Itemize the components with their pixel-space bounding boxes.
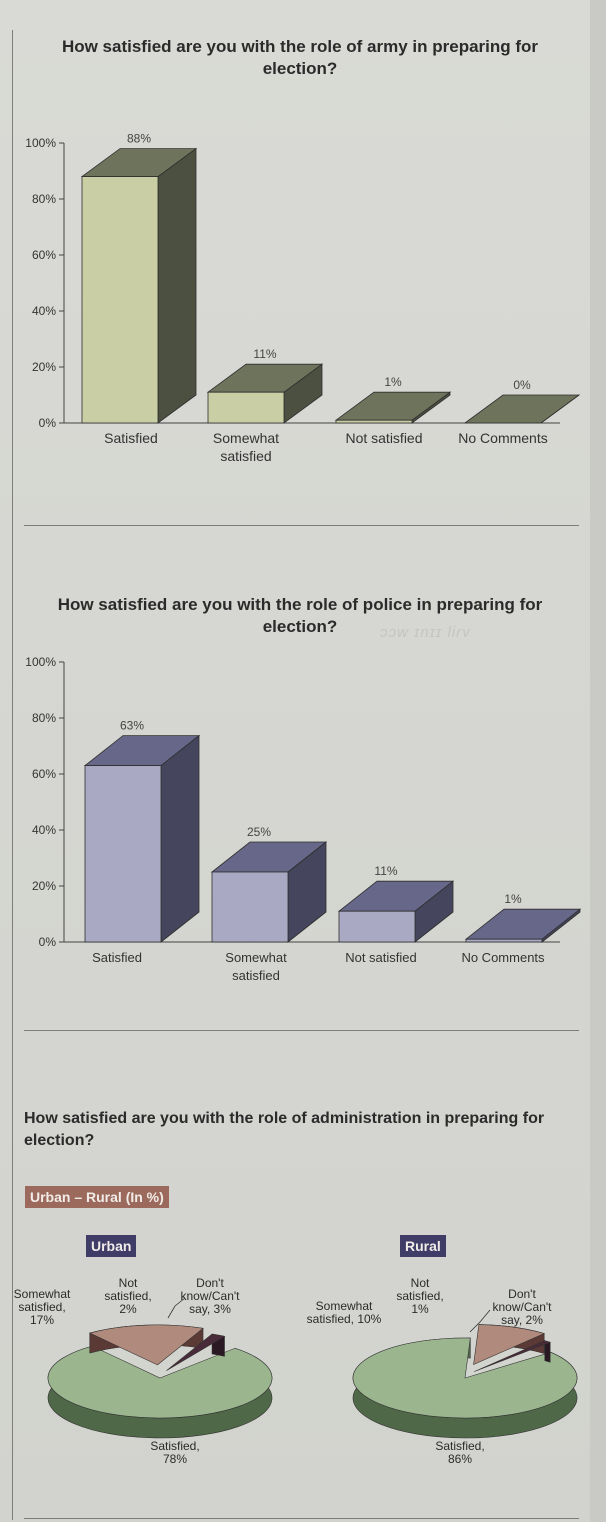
pie-label-2: Somewhat <box>14 1287 71 1301</box>
army-bar-chart: 0% 20% 40% 60% 80% 100% 88% Satisfied 11% Somewha… <box>25 132 581 464</box>
pie-label-3: 2% <box>119 1302 137 1316</box>
y-tick-label: 20% <box>32 879 56 893</box>
bar-front-face <box>81 176 159 424</box>
pie-label-1: Satisfied, <box>435 1439 484 1453</box>
pie-slice-top <box>352 1337 578 1419</box>
pie-leader-line <box>167 1297 186 1319</box>
pie-label-3: Not <box>119 1276 138 1290</box>
pie-leader-line <box>469 1309 491 1333</box>
pie-label-4: say, 3% <box>189 1302 231 1316</box>
category-label: No Comments <box>461 950 545 965</box>
pie-slice-somewhat-satisfied <box>473 1324 546 1366</box>
y-tick-label: 20% <box>32 360 56 374</box>
category-label: Somewhat <box>225 950 287 965</box>
pie-label-1: 86% <box>448 1452 472 1466</box>
bar-3 <box>334 391 452 424</box>
category-label: satisfied <box>232 968 280 983</box>
divider-2 <box>24 1030 579 1031</box>
bar-value-label: 63% <box>120 719 144 733</box>
bar-value-label: 11% <box>253 347 276 361</box>
watermark-text: ɔɔw ɪnɪɪ Ɩiɾv <box>380 624 471 641</box>
pie-slice-top <box>166 1333 226 1371</box>
pie-label-4: say, 2% <box>501 1313 543 1327</box>
pie-label-2: satisfied, 10% <box>307 1312 382 1326</box>
pie-slice-not-satisfied <box>166 1333 226 1371</box>
bar-1 <box>83 734 201 943</box>
pie-slice-satisfied <box>352 1337 578 1439</box>
y-tick-label: 40% <box>32 823 56 837</box>
category-label: No Comments <box>458 430 547 446</box>
bar-4 <box>463 394 581 424</box>
pie-label-3: 1% <box>411 1302 429 1316</box>
y-tick-label: 80% <box>32 192 56 206</box>
bar-value-label: 25% <box>247 825 271 839</box>
pie-label-2: satisfied, <box>18 1300 65 1314</box>
pie-label-3: satisfied, <box>396 1289 443 1303</box>
pie-label-3: satisfied, <box>104 1289 151 1303</box>
bar-4 <box>464 908 582 943</box>
bar-value-label: 1% <box>384 375 402 389</box>
y-tick-label: 60% <box>32 767 56 781</box>
bar-front-face <box>207 391 285 424</box>
bar-2 <box>206 363 324 424</box>
bar-value-label: 11% <box>374 864 397 878</box>
category-label: Somewhat <box>213 430 279 446</box>
army-chart-title: How satisfied are you with the role of a… <box>61 37 539 78</box>
police-bar-chart: 0% 20% 40% 60% 80% 100% 63% Satisfied 25% Somewha… <box>25 655 582 983</box>
pie-slice-top <box>473 1324 546 1366</box>
rural-badge: Rural <box>400 1235 446 1257</box>
pie-slice-somewhat-satisfied <box>88 1324 204 1366</box>
bar-front-face <box>84 765 162 943</box>
pie-slice-top <box>474 1340 552 1372</box>
pie-label-2: 17% <box>30 1313 54 1327</box>
pie-label-1: 78% <box>163 1452 187 1466</box>
urban-pie-chart: Satisfied,78%Somewhatsatisfied,17%Notsat… <box>14 1276 273 1466</box>
pie-slice-top <box>47 1345 273 1419</box>
bar-value-label: 1% <box>504 892 522 906</box>
divider-3 <box>24 1518 579 1519</box>
pie-label-4: know/Can't <box>181 1289 241 1303</box>
category-label: Satisfied <box>92 950 142 965</box>
urban-badge: Urban <box>86 1235 137 1257</box>
y-tick-label: 80% <box>32 711 56 725</box>
bar-value-label: 0% <box>513 378 531 392</box>
left-column-rule <box>12 30 13 1520</box>
category-label: Not satisfied <box>345 430 422 446</box>
administration-section-title: How satisfied are you with the role of a… <box>24 1110 545 1149</box>
police-chart-title: How satisfied are you with the role of p… <box>57 595 543 636</box>
bar-1 <box>80 147 198 424</box>
bar-side-face <box>157 147 197 424</box>
urban-rural-badge: Urban – Rural (In %) <box>25 1186 169 1208</box>
pie-label-2: Somewhat <box>316 1299 373 1313</box>
bar-top-face <box>463 394 581 424</box>
y-tick-label: 60% <box>32 248 56 262</box>
pie-slice-not-satisfied <box>474 1340 552 1372</box>
y-tick-label: 100% <box>25 136 56 150</box>
page-edge <box>590 0 606 1522</box>
pie-label-1: Satisfied, <box>150 1439 199 1453</box>
y-tick-label: 0% <box>39 416 57 430</box>
y-tick-label: 100% <box>25 655 56 669</box>
pie-label-3: Not <box>411 1276 430 1290</box>
category-label: Not satisfied <box>345 950 417 965</box>
bar-front-face <box>338 910 416 943</box>
category-label: satisfied <box>220 448 271 464</box>
pie-label-4: know/Can't <box>493 1300 553 1314</box>
bar-side-face <box>160 734 200 943</box>
pie-label-4: Don't <box>196 1276 224 1290</box>
bar-front-face <box>465 938 543 943</box>
bar-front-face <box>211 871 289 943</box>
category-label: Satisfied <box>104 430 158 446</box>
bar-3 <box>337 880 455 943</box>
pie-slice-top <box>88 1324 204 1366</box>
bar-front-face <box>335 419 413 424</box>
y-tick-label: 0% <box>39 935 57 949</box>
divider-1 <box>24 525 579 526</box>
bar-value-label: 88% <box>127 132 151 146</box>
y-tick-label: 40% <box>32 304 56 318</box>
bar-2 <box>210 841 328 943</box>
pie-slice-satisfied <box>47 1345 273 1439</box>
pie-label-4: Don't <box>508 1287 536 1301</box>
